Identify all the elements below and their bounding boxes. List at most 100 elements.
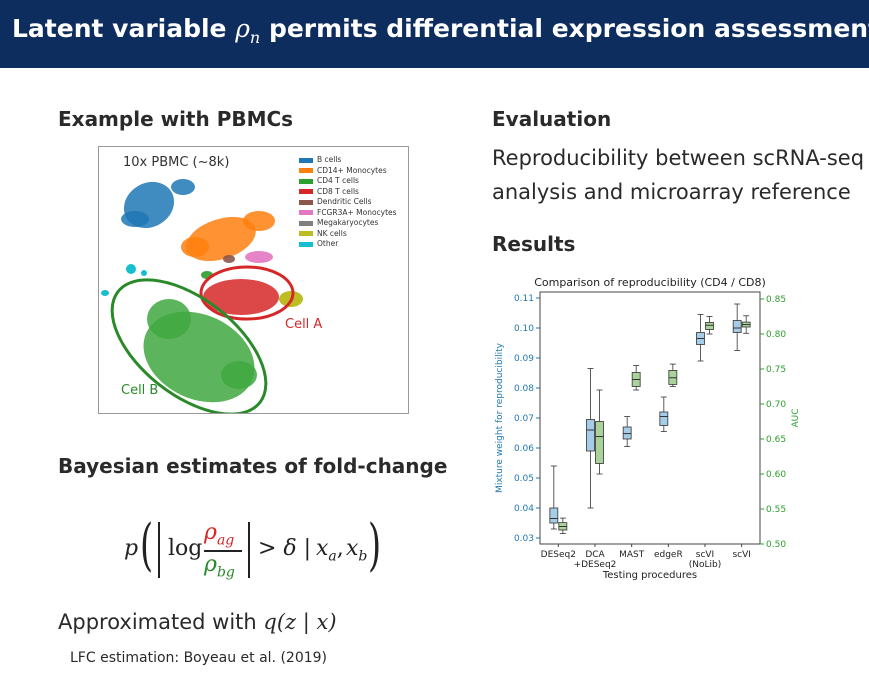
legend-label: NK cells (317, 228, 347, 238)
legend-item: Megakaryocytes (299, 218, 378, 227)
y-left-tick-label: 0.03 (514, 534, 534, 544)
cluster-fcgr3a-monocytes (245, 251, 273, 263)
y-right-tick-label: 0.50 (766, 540, 786, 550)
box-body (659, 411, 669, 426)
legend-swatch (299, 168, 313, 173)
den-rho: ρ (204, 552, 217, 577)
y-right-tick-label: 0.85 (766, 295, 786, 305)
legend-label: Other (317, 239, 339, 248)
slide-title: Latent variable ρn permits differential … (12, 14, 869, 47)
y-right-tick-label: 0.60 (766, 470, 786, 480)
y-left-tick-label: 0.09 (514, 354, 534, 364)
legend-label: CD14+ Monocytes (317, 165, 387, 175)
cluster-b-cells (121, 179, 195, 229)
y-right-tick-label: 0.70 (766, 400, 786, 410)
legend-item: CD8 T cells (299, 187, 359, 196)
legend-item: Other (299, 239, 338, 248)
num-sub: ag (216, 532, 235, 549)
legend-swatch (299, 241, 313, 247)
cell-a-circle (199, 265, 295, 321)
x-tick-label: (NoLib) (689, 560, 722, 570)
cluster-other-small (141, 270, 147, 276)
box-body (549, 507, 559, 524)
xa-x: x (316, 536, 329, 561)
y-left-label: Mixture weight for reproducibility (495, 342, 505, 493)
y-right-tick-label: 0.75 (766, 365, 786, 375)
legend-item: CD14+ Monocytes (299, 166, 387, 175)
legend-swatch (299, 231, 313, 236)
evaluation-line-1: Reproducibility between scRNA-seq (492, 146, 865, 170)
tsne-plot (101, 179, 303, 413)
x-tick-label: scVI (696, 550, 714, 560)
legend-item: B cells (299, 155, 341, 164)
formula-xa: xa, (316, 536, 344, 564)
y-left-tick-label: 0.10 (514, 324, 534, 334)
y-left-tick-label: 0.05 (514, 474, 534, 484)
x-tick-label: scVI (732, 550, 750, 560)
title-rho-subscript: n (249, 28, 261, 47)
approx-line: Approximated with q(z | x) (58, 610, 337, 634)
formula-log: log (168, 536, 203, 561)
legend-item: Dendritic Cells (299, 197, 372, 206)
legend-swatch (299, 210, 313, 215)
formula-gt-delta: > δ | (258, 536, 312, 561)
y-left-tick-label: 0.07 (514, 414, 534, 424)
box-body (705, 322, 714, 330)
cluster-cd14-monocytes (181, 211, 275, 262)
xb-x: x (346, 536, 359, 561)
evaluation-heading: Evaluation (492, 107, 612, 131)
reproducibility-chart: Comparison of reproducibility (CD4 / CD8… (495, 276, 801, 581)
legend-swatch (299, 199, 313, 205)
y-right-tick-label: 0.55 (766, 505, 786, 515)
box-body (732, 320, 742, 333)
results-heading: Results (492, 232, 576, 256)
legend-label: Megakaryocytes (317, 218, 379, 227)
formula-abs-left (158, 522, 160, 578)
x-tick-label: edgeR (654, 550, 683, 560)
example-heading: Example with PBMCs (58, 107, 294, 131)
y-right-tick-label: 0.80 (766, 330, 786, 340)
xa-sub: a (328, 548, 337, 565)
x-tick-label: DCA (585, 550, 605, 560)
title-rho-symbol: ρ (235, 14, 250, 43)
den-sub: bg (216, 564, 235, 581)
box-body (622, 426, 632, 440)
approx-math: q(z | x) (263, 610, 337, 634)
approx-prefix: Approximated with (58, 610, 264, 634)
chart-frame (539, 291, 761, 545)
formula-denominator: ρbg (204, 552, 235, 580)
fold-change-formula: p ( log ρag ρbg > δ | xa, xb ) (120, 508, 390, 588)
num-rho: ρ (204, 520, 217, 545)
legend-swatch (299, 220, 313, 226)
tsne-title: 10x PBMC (~8k) (123, 155, 230, 170)
cluster-other-edge (101, 290, 109, 296)
evaluation-line-2: analysis and microarray reference (492, 180, 851, 204)
cell-b-label: Cell B (121, 383, 159, 398)
x-axis-label: Testing procedures (602, 570, 697, 581)
legend-item: FCGR3A+ Monocytes (299, 208, 397, 217)
x-tick-label: MAST (619, 550, 645, 560)
legend-item: CD4 T cells (299, 176, 359, 185)
y-right-label: AUC (791, 408, 801, 427)
cell-a-label: Cell A (285, 317, 323, 332)
cluster-other (126, 264, 136, 274)
cluster-cd8-t-cells (203, 279, 279, 315)
y-left-tick-label: 0.06 (514, 444, 534, 454)
chart-title: Comparison of reproducibility (CD4 / CD8… (534, 276, 766, 289)
cluster-cd4-t-cells (143, 271, 257, 403)
formula-p: p (124, 536, 139, 561)
title-suffix: permits differential expression assessme… (260, 14, 869, 43)
legend-swatch (299, 189, 313, 194)
legend-label: CD8 T cells (317, 186, 359, 196)
formula-abs-right (248, 522, 250, 578)
y-left-tick-label: 0.08 (514, 384, 534, 394)
cluster-dendritic (223, 255, 235, 263)
legend-label: FCGR3A+ Monocytes (317, 207, 397, 217)
bayes-heading: Bayesian estimates of fold-change (58, 454, 448, 478)
cell-b-circle (110, 278, 268, 413)
title-prefix: Latent variable (12, 14, 236, 43)
tsne-figure: 10x PBMC (~8k) B cells CD14+ Monocytes CD4… (98, 146, 409, 414)
xb-sub: b (358, 548, 368, 565)
formula-fraction-bar (204, 550, 242, 552)
legend-label: B cells (317, 155, 342, 164)
